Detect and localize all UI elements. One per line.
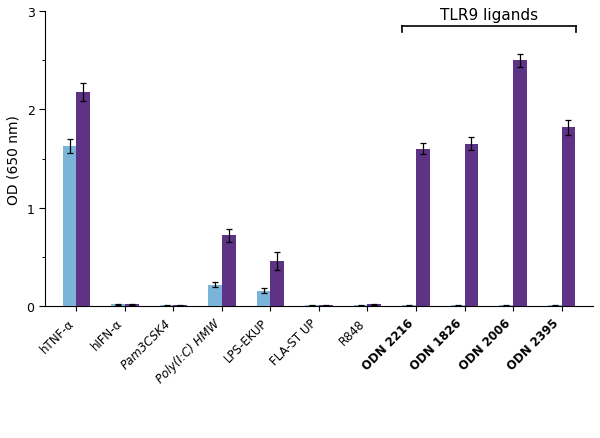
Bar <box>305 306 319 307</box>
Bar <box>562 128 575 307</box>
Bar <box>367 305 381 307</box>
Bar <box>208 285 222 307</box>
Bar <box>63 146 76 307</box>
Bar <box>548 306 562 307</box>
Bar <box>271 261 284 307</box>
Bar <box>499 306 513 307</box>
Bar <box>464 145 478 307</box>
Bar <box>222 236 236 307</box>
Bar <box>451 306 464 307</box>
Bar <box>403 306 416 307</box>
Text: TLR9 ligands: TLR9 ligands <box>440 8 538 23</box>
Bar <box>513 61 527 307</box>
Bar <box>416 149 430 307</box>
Y-axis label: OD (650 nm): OD (650 nm) <box>7 114 21 204</box>
Bar <box>112 305 125 307</box>
Bar <box>160 306 173 307</box>
Bar <box>173 306 187 307</box>
Bar <box>354 306 367 307</box>
Bar <box>76 92 90 307</box>
Bar <box>125 305 139 307</box>
Bar <box>257 291 271 307</box>
Bar <box>319 306 332 307</box>
